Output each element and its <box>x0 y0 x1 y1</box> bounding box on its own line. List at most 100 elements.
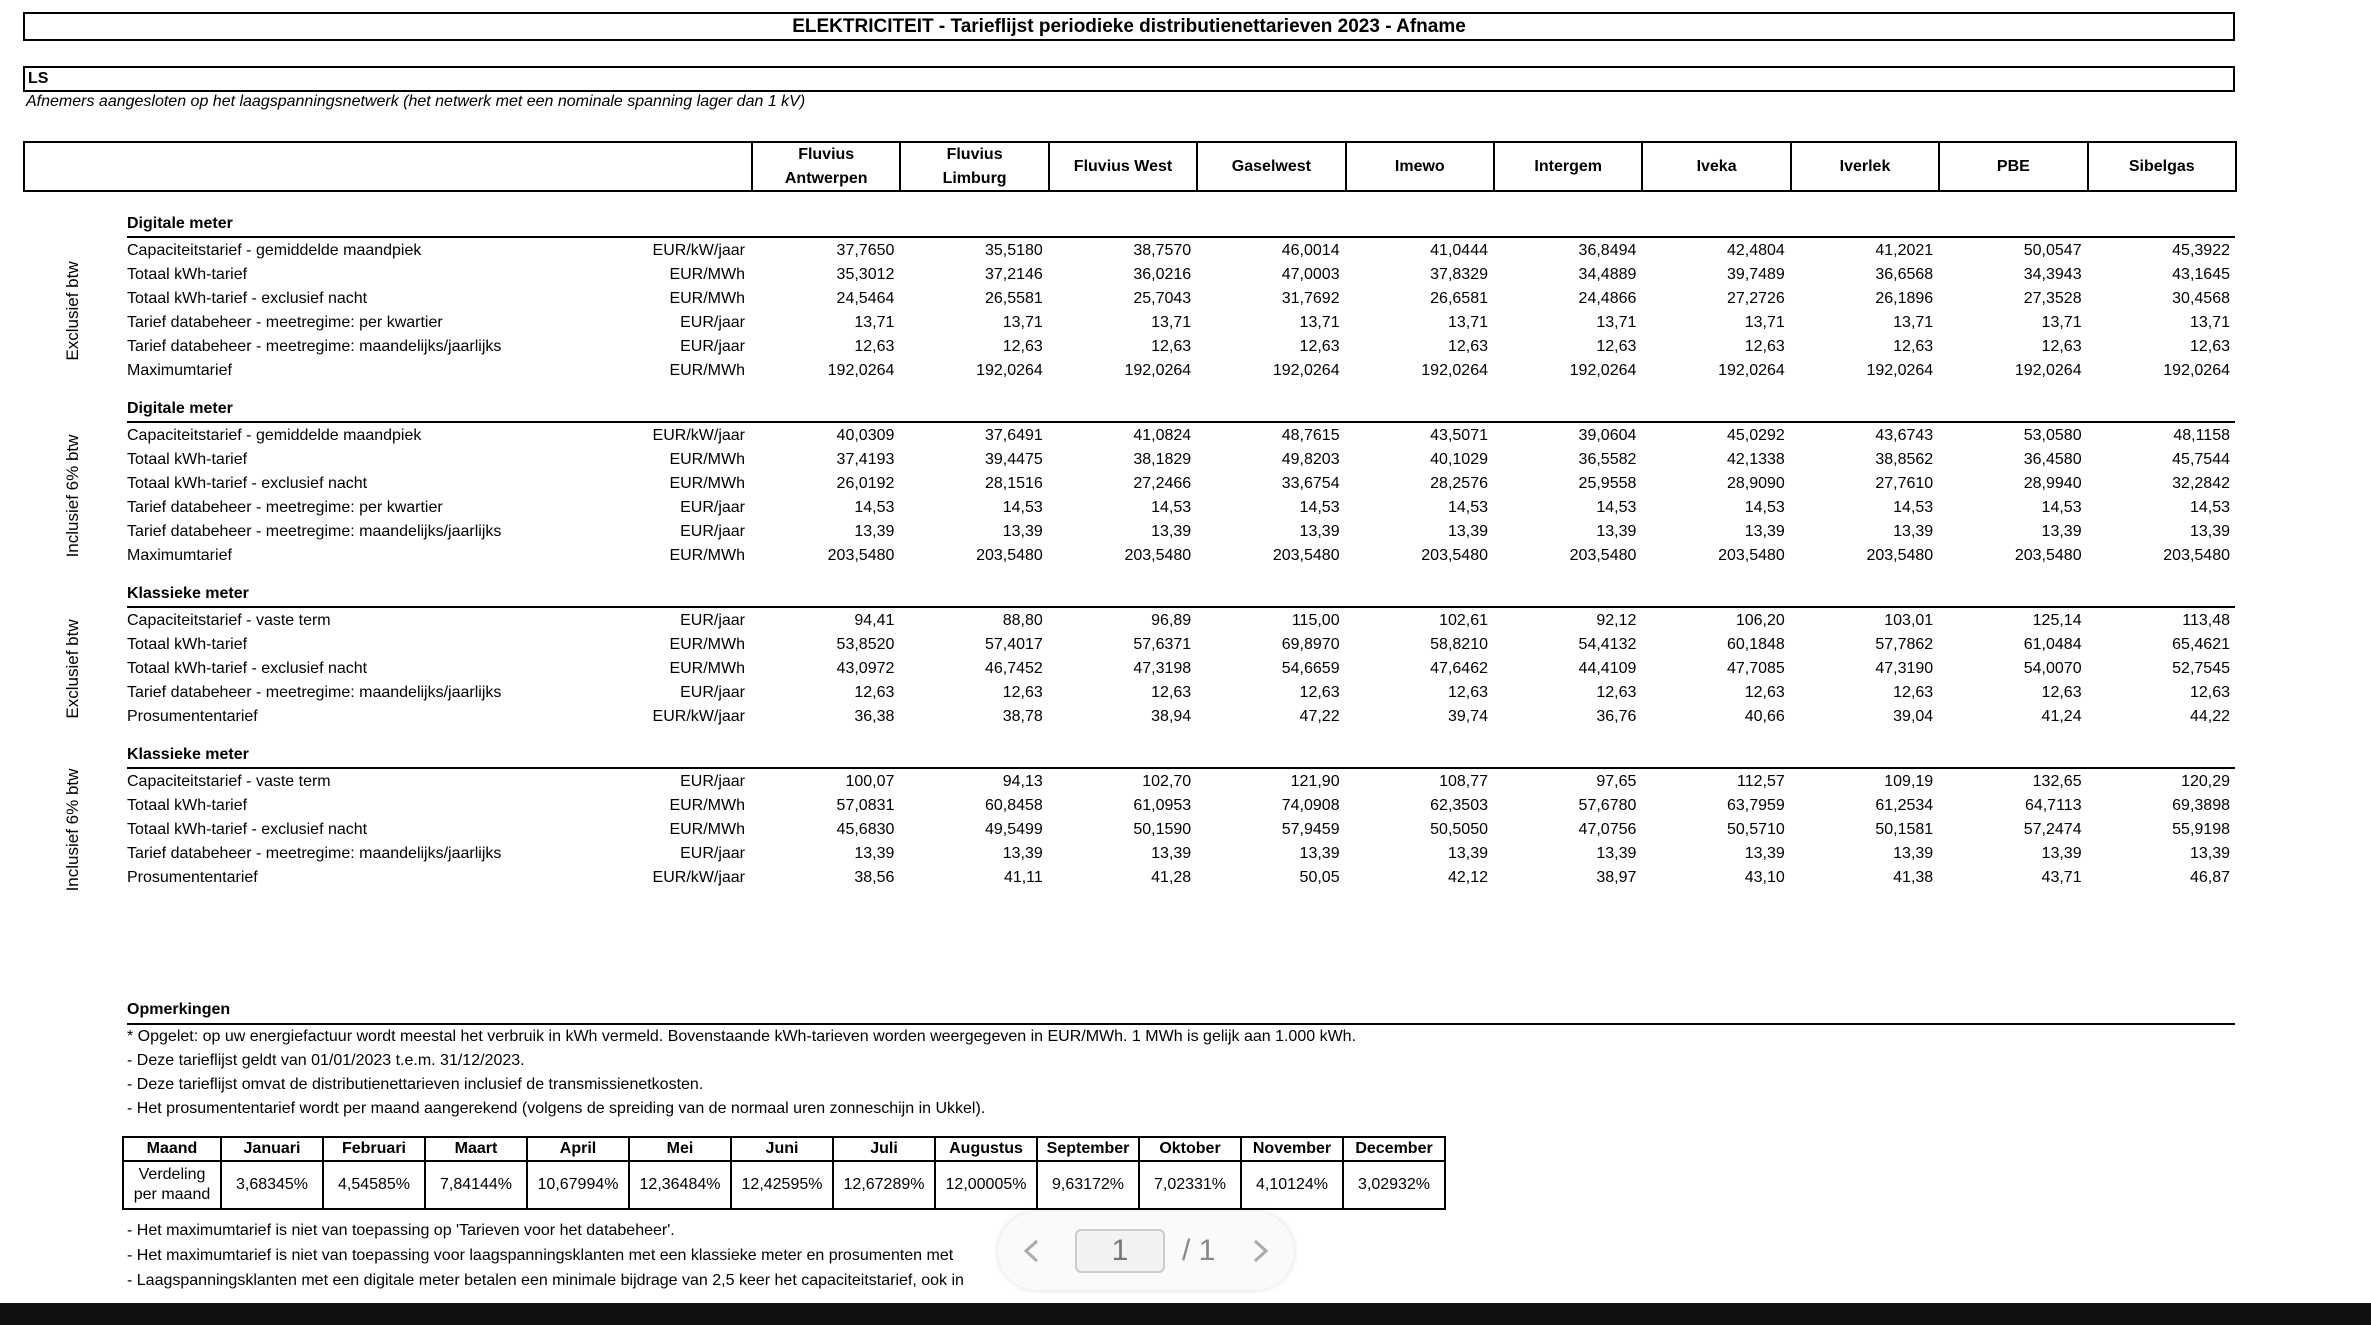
cell-value: 203,5480 <box>1569 547 1637 564</box>
row-label: Verdeling per maand <box>122 1160 222 1210</box>
cell-value: 54,4132 <box>1578 636 1637 653</box>
note: - Het maximumtarief is niet van toepassi… <box>127 1222 675 1239</box>
cell-value: 36,5582 <box>1578 451 1637 468</box>
taskbar <box>0 1303 2371 1325</box>
row-label: Totaal kWh-tarief <box>127 797 248 814</box>
cell-value: 13,39 <box>1151 523 1192 540</box>
month-header: April <box>526 1136 630 1162</box>
cell-value: 14,53 <box>1744 499 1785 516</box>
cell-value: 63,7959 <box>1726 797 1785 814</box>
note: - Deze tarieflijst omvat de distributien… <box>127 1076 704 1093</box>
cell-value: 12,63 <box>2189 684 2230 701</box>
cell-value: 102,61 <box>1439 612 1488 629</box>
cell-value: 192,0264 <box>827 362 895 379</box>
cell-value: 97,65 <box>1596 773 1637 790</box>
cell-value: 14,53 <box>854 499 895 516</box>
cell-value: 12,63 <box>1151 338 1192 355</box>
row-unit: EUR/jaar <box>680 845 745 862</box>
cell-value: 61,0953 <box>1133 797 1192 814</box>
cell-value: 47,22 <box>1299 708 1340 725</box>
cell-value: 62,3503 <box>1430 797 1488 814</box>
cell-value: 50,1590 <box>1133 821 1192 838</box>
cell-value: 54,6659 <box>1281 660 1340 677</box>
row-label: Tarief databeheer - meetregime: maandeli… <box>127 338 502 355</box>
cell-value: 57,9459 <box>1281 821 1340 838</box>
month-header: December <box>1342 1136 1446 1162</box>
cell-value: 54,0070 <box>2023 660 2082 677</box>
cell-value: 61,2534 <box>1875 797 1934 814</box>
month-header: Februari <box>322 1136 426 1162</box>
cell-value: 12,63 <box>1299 684 1340 701</box>
cell-value: 192,0264 <box>1569 362 1637 379</box>
cell-value: 38,56 <box>854 869 895 886</box>
prev-page[interactable] <box>1020 1238 1044 1264</box>
cell-value: 192,0264 <box>2163 362 2230 379</box>
row-label: Capaciteitstarief - vaste term <box>127 773 331 790</box>
row-label: Tarief databeheer - meetregime: per kwar… <box>127 314 443 331</box>
row-label: Capaciteitstarief - gemiddelde maandpiek <box>127 427 422 444</box>
cell-value: 36,4580 <box>2023 451 2082 468</box>
row-unit: EUR/kW/jaar <box>652 708 745 725</box>
month-value: 12,36484% <box>628 1160 732 1210</box>
cell-value: 39,04 <box>1893 708 1934 725</box>
month-value: 12,67289% <box>832 1160 936 1210</box>
month-header: Oktober <box>1138 1136 1242 1162</box>
cell-value: 41,0444 <box>1430 242 1488 259</box>
cell-value: 13,39 <box>1744 845 1785 862</box>
cell-value: 47,6462 <box>1430 660 1488 677</box>
page-input[interactable]: 1 <box>1075 1229 1165 1273</box>
cell-value: 12,63 <box>1893 684 1934 701</box>
row-unit: EUR/jaar <box>680 499 745 516</box>
description: Afnemers aangesloten op het laagspanning… <box>26 93 806 110</box>
cell-value: 69,8970 <box>1281 636 1340 653</box>
row-label: Totaal kWh-tarief <box>127 636 248 653</box>
cell-value: 39,0604 <box>1578 427 1637 444</box>
title-box: ELEKTRICITEIT - Tarieflijst periodieke d… <box>23 12 2235 41</box>
next-page[interactable] <box>1248 1238 1272 1264</box>
cell-value: 61,0484 <box>2023 636 2082 653</box>
cell-value: 36,8494 <box>1578 242 1637 259</box>
cell-value: 94,13 <box>1002 773 1043 790</box>
month-header: Juni <box>730 1136 834 1162</box>
cell-value: 13,39 <box>2189 845 2230 862</box>
month-header: Januari <box>220 1136 324 1162</box>
cell-value: 41,28 <box>1151 869 1192 886</box>
section-rule <box>127 767 2235 769</box>
cell-value: 30,4568 <box>2172 290 2230 307</box>
cell-value: 112,57 <box>1737 773 1785 790</box>
cell-value: 12,63 <box>1744 338 1785 355</box>
cell-value: 12,63 <box>1299 338 1340 355</box>
row-unit: EUR/MWh <box>669 290 745 307</box>
cell-value: 42,12 <box>1447 869 1488 886</box>
row-label: Totaal kWh-tarief - exclusief nacht <box>127 660 368 677</box>
cell-value: 46,87 <box>2189 869 2230 886</box>
cell-value: 39,74 <box>1447 708 1488 725</box>
row-label: Totaal kWh-tarief <box>127 451 248 468</box>
cell-value: 64,7113 <box>2024 797 2082 814</box>
cell-value: 92,12 <box>1596 612 1637 629</box>
cell-value: 192,0264 <box>1124 362 1192 379</box>
cell-value: 46,7452 <box>984 660 1043 677</box>
cell-value: 13,39 <box>1447 845 1488 862</box>
month-value: 7,84144% <box>424 1160 528 1210</box>
row-unit: EUR/MWh <box>669 636 745 653</box>
cell-value: 50,0547 <box>2023 242 2082 259</box>
cell-value: 53,8520 <box>836 636 895 653</box>
header-cell <box>23 141 753 192</box>
cell-value: 12,63 <box>1596 684 1637 701</box>
row-unit: EUR/MWh <box>669 797 745 814</box>
month-header: November <box>1240 1136 1344 1162</box>
cell-value: 47,3198 <box>1133 660 1192 677</box>
row-label: Tarief databeheer - meetregime: maandeli… <box>127 845 502 862</box>
cell-value: 36,0216 <box>1133 266 1192 283</box>
cell-value: 13,39 <box>1744 523 1785 540</box>
cell-value: 26,1896 <box>1875 290 1934 307</box>
cell-value: 41,11 <box>1003 869 1043 886</box>
cell-value: 13,39 <box>2041 845 2082 862</box>
cell-value: 203,5480 <box>827 547 895 564</box>
cell-value: 13,39 <box>2189 523 2230 540</box>
cell-value: 38,8562 <box>1875 451 1934 468</box>
row-label: Prosumententarief <box>127 869 258 886</box>
month-header: Augustus <box>934 1136 1038 1162</box>
row-unit: EUR/MWh <box>669 362 745 379</box>
